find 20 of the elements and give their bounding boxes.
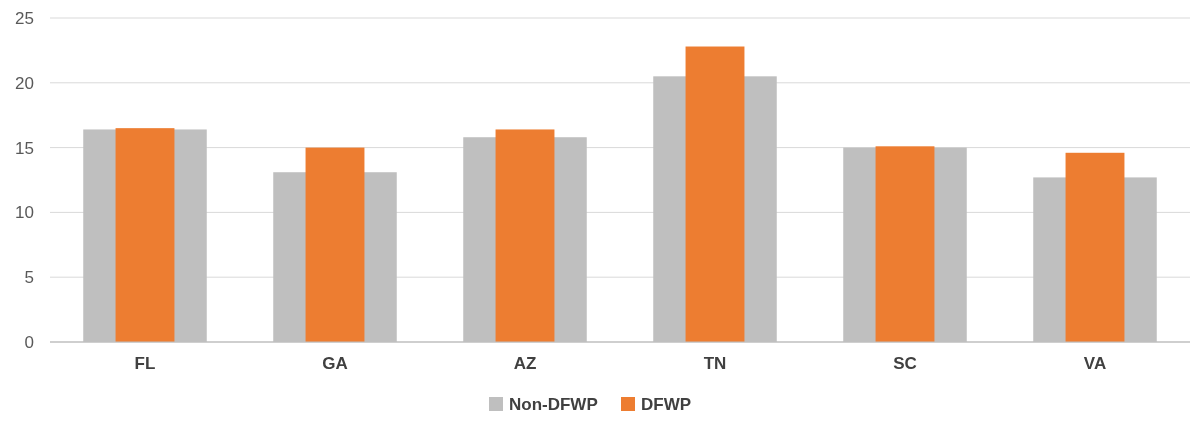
bar <box>495 129 555 342</box>
y-tick-label: 25 <box>15 8 34 28</box>
x-tick-label: SC <box>893 354 917 373</box>
x-tick-label: VA <box>1083 354 1107 373</box>
y-tick-label: 5 <box>24 268 34 288</box>
x-tick-label: FL <box>134 354 156 373</box>
bar <box>685 46 745 342</box>
bar <box>1065 152 1125 342</box>
x-tick-label: GA <box>322 354 348 373</box>
bar <box>305 147 365 342</box>
x-tick-label: AZ <box>513 354 537 373</box>
bar <box>115 128 175 342</box>
x-tick-label: TN <box>703 354 727 373</box>
legend-label: DFWP <box>641 395 692 414</box>
y-tick-label: 0 <box>24 332 34 352</box>
legend-label: Non-DFWP <box>509 395 598 414</box>
y-tick-label: 15 <box>15 138 34 158</box>
y-tick-label: 20 <box>15 73 34 93</box>
y-tick-label: 10 <box>15 203 34 223</box>
bar <box>875 146 935 342</box>
